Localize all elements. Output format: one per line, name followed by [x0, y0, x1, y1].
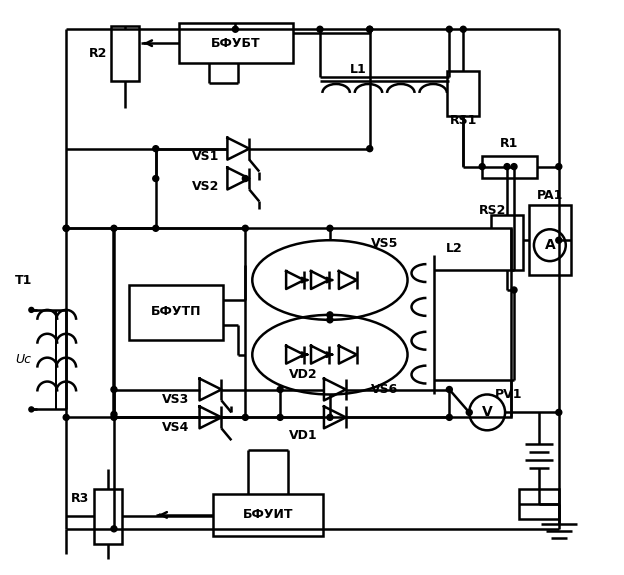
Circle shape — [232, 26, 238, 32]
Text: PA1: PA1 — [537, 189, 563, 202]
Text: VD2: VD2 — [289, 368, 318, 381]
Circle shape — [277, 415, 283, 420]
Circle shape — [111, 225, 117, 231]
Circle shape — [511, 287, 517, 293]
Text: R3: R3 — [71, 492, 89, 505]
Circle shape — [327, 317, 333, 323]
Text: VS1: VS1 — [192, 150, 219, 163]
Circle shape — [556, 237, 562, 243]
Bar — [111, 26, 139, 81]
Text: R2: R2 — [89, 47, 107, 60]
Text: RS2: RS2 — [479, 204, 506, 217]
Text: VS4: VS4 — [162, 421, 189, 434]
Circle shape — [63, 225, 69, 231]
Text: VS6: VS6 — [371, 383, 398, 396]
Circle shape — [556, 164, 562, 170]
Bar — [129, 285, 223, 340]
Circle shape — [367, 26, 373, 32]
Text: БФУБТ: БФУБТ — [210, 37, 260, 49]
Bar — [529, 205, 571, 275]
Text: VS5: VS5 — [371, 237, 398, 250]
Circle shape — [111, 386, 117, 393]
Bar — [113, 228, 511, 417]
Circle shape — [317, 26, 323, 32]
Circle shape — [153, 225, 158, 231]
Circle shape — [111, 411, 117, 417]
Circle shape — [466, 409, 472, 415]
Circle shape — [63, 415, 69, 420]
Circle shape — [446, 415, 452, 420]
Bar — [482, 156, 537, 178]
Circle shape — [461, 26, 466, 32]
Bar — [491, 216, 523, 270]
Circle shape — [327, 225, 333, 231]
Bar — [94, 489, 122, 544]
Circle shape — [327, 312, 333, 318]
Circle shape — [111, 415, 117, 420]
Circle shape — [242, 415, 248, 420]
Circle shape — [367, 26, 373, 32]
Text: L2: L2 — [446, 242, 462, 255]
Circle shape — [479, 164, 485, 170]
Text: T1: T1 — [15, 274, 32, 286]
Text: VS2: VS2 — [192, 180, 219, 193]
Text: L1: L1 — [349, 63, 366, 75]
Bar — [213, 494, 323, 536]
Text: БФУИТ: БФУИТ — [243, 508, 293, 522]
Circle shape — [111, 526, 117, 532]
Circle shape — [242, 175, 248, 182]
Circle shape — [504, 164, 510, 170]
Circle shape — [29, 407, 34, 412]
Text: VS3: VS3 — [162, 393, 189, 406]
Circle shape — [153, 145, 158, 152]
Text: V: V — [482, 405, 492, 419]
Circle shape — [511, 164, 517, 170]
Circle shape — [446, 26, 452, 32]
Bar — [519, 489, 559, 519]
Text: R1: R1 — [500, 137, 518, 150]
Text: БФУТП: БФУТП — [150, 305, 201, 319]
Circle shape — [277, 386, 283, 393]
Text: PV1: PV1 — [495, 388, 523, 401]
Text: VD1: VD1 — [289, 429, 318, 442]
Circle shape — [29, 308, 34, 312]
Bar — [178, 23, 293, 63]
Text: RS1: RS1 — [449, 114, 477, 127]
Circle shape — [327, 415, 333, 420]
Circle shape — [446, 386, 452, 393]
Circle shape — [153, 175, 158, 182]
Text: A: A — [545, 238, 555, 252]
Text: Uс: Uс — [16, 353, 31, 366]
Bar — [447, 71, 479, 116]
Circle shape — [242, 225, 248, 231]
Circle shape — [556, 409, 562, 415]
Circle shape — [63, 225, 69, 231]
Circle shape — [367, 145, 373, 152]
